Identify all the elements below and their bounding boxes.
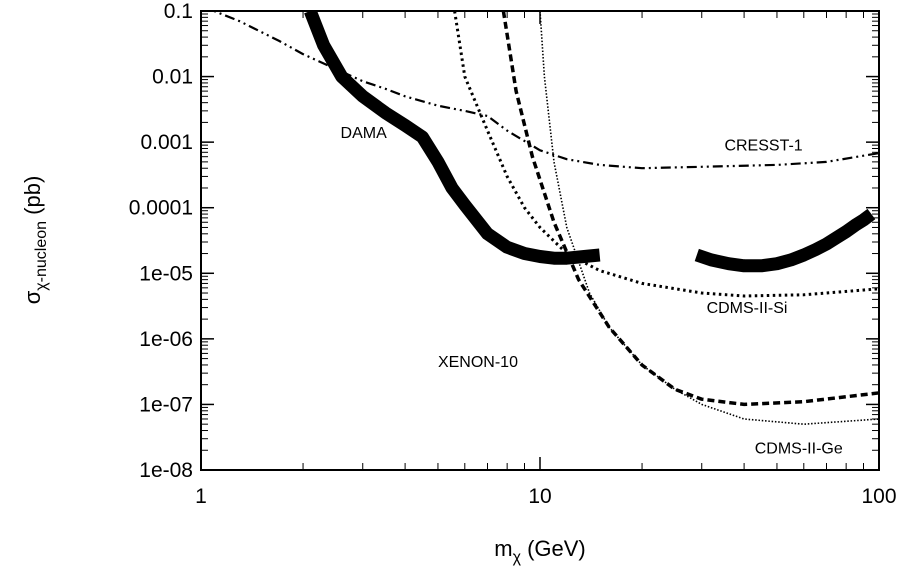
dama-region-band (694, 208, 876, 273)
dama-region-band (304, 11, 601, 265)
y-tick-label: 0.1 (164, 0, 193, 23)
label-xenon-10: XENON-10 (438, 354, 518, 371)
y-tick-label: 1e-05 (139, 262, 193, 285)
plot-area (211, 11, 879, 426)
label-dama: DAMA (341, 125, 388, 142)
y-tick-label: 1e-06 (139, 328, 193, 351)
y-tick-label: 0.01 (152, 66, 193, 89)
label-cdms-ii-ge: CDMS-II-Ge (755, 440, 843, 457)
axis-ticks: 0.1 0.01 0.001 0.0001 1e-05 1e-06 1e-07 1e-081 1… (129, 0, 897, 508)
series-line-cresst-1 (211, 11, 879, 170)
series-line-xenon-10 (539, 11, 879, 426)
y-tick-label: 0.001 (140, 131, 193, 154)
y-axis-title: σχ-nucleon (pb) (20, 176, 50, 305)
series-line-cdms-ii-si (453, 11, 879, 298)
x-tick-label: 100 (861, 485, 896, 508)
x-tick-label: 10 (528, 485, 551, 508)
label-cresst-1: CRESST-1 (724, 137, 802, 154)
y-tick-label: 1e-08 (139, 459, 193, 482)
x-axis-title: mχ (GeV) (494, 536, 586, 566)
x-tick-label: 1 (195, 485, 207, 508)
series-line-cdms-ii-ge (501, 11, 879, 407)
label-cdms-ii-si: CDMS-II-Si (707, 300, 788, 317)
annotation-layer: DAMA CRESST-1 CDMS-II-Si XENON-10 CDMS-II-Ge (341, 125, 843, 457)
y-tick-label: 0.0001 (129, 197, 193, 220)
y-tick-label: 1e-07 (139, 393, 193, 416)
